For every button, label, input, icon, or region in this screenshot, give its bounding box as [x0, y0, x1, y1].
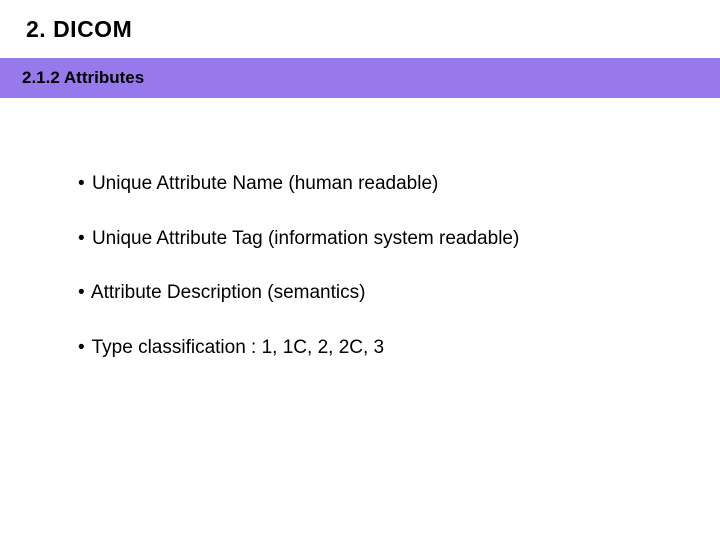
- bullet-text: Unique Attribute Tag (information system…: [92, 228, 519, 249]
- bullet-marker: •: [78, 282, 85, 303]
- slide-title: 2. DICOM: [26, 16, 132, 43]
- bullet-marker: •: [78, 228, 85, 249]
- bullet-marker: •: [78, 173, 85, 194]
- section-subheader: 2.1.2 Attributes: [0, 58, 720, 98]
- list-item: • Unique Attribute Name (human readable): [78, 172, 658, 197]
- list-item: • Type classification : 1, 1C, 2, 2C, 3: [78, 336, 658, 361]
- bullet-text: Type classification : 1, 1C, 2, 2C, 3: [92, 337, 385, 358]
- bullet-text: Attribute Description (semantics): [91, 282, 366, 303]
- bullet-list: • Unique Attribute Name (human readable)…: [78, 172, 658, 361]
- section-subheader-text: 2.1.2 Attributes: [22, 68, 144, 88]
- list-item: • Unique Attribute Tag (information syst…: [78, 227, 658, 252]
- bullet-text: Unique Attribute Name (human readable): [92, 173, 438, 194]
- list-item: • Attribute Description (semantics): [78, 281, 658, 306]
- slide: 2. DICOM 2.1.2 Attributes • Unique Attri…: [0, 0, 720, 540]
- bullet-marker: •: [78, 337, 85, 358]
